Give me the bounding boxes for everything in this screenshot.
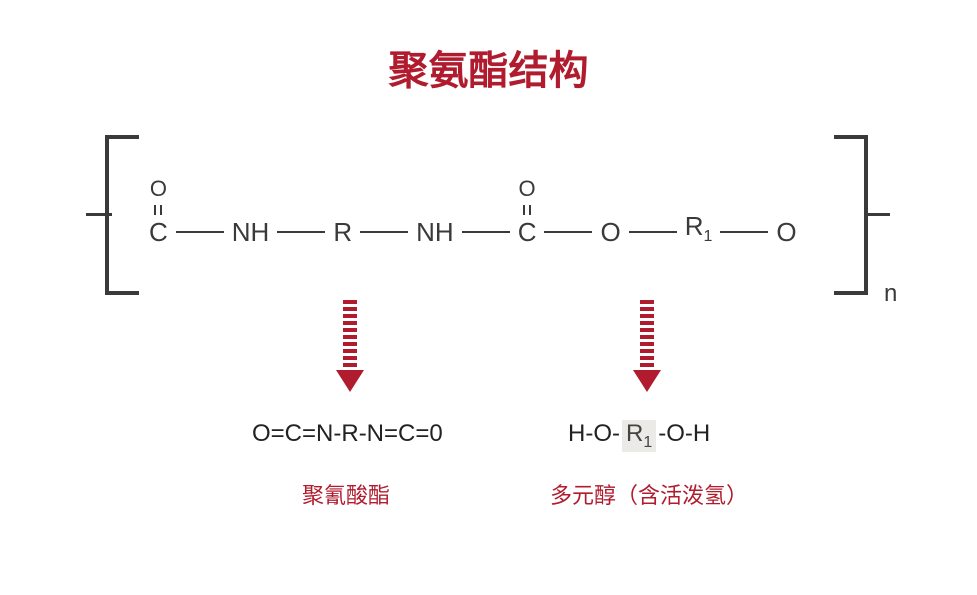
chain-fragment: NH — [416, 175, 454, 245]
polymer-chain: OC NH R NH OC O R1 O — [149, 175, 797, 245]
bond-line — [168, 175, 232, 245]
diagram-title: 聚氨酯结构 — [389, 38, 589, 96]
chain-fragment: OC — [149, 175, 168, 245]
chain-fragment: R — [333, 175, 352, 245]
bond-line — [621, 175, 685, 245]
formula-polyol: H-O-R1-O-H — [568, 420, 710, 452]
bond-line — [352, 175, 416, 245]
bracket-tail-right — [864, 213, 890, 216]
repeat-subscript-n: n — [884, 280, 897, 308]
bond-line — [454, 175, 518, 245]
arrow-down-left — [343, 300, 357, 392]
caption-polyol: 多元醇（含活泼氢） — [550, 478, 748, 510]
bond-line — [712, 175, 776, 245]
bracket-left — [105, 135, 139, 295]
chain-fragment: NH — [232, 175, 270, 245]
chain-fragment: OC — [518, 175, 537, 245]
caption-isocyanate: 聚氰酸酯 — [302, 478, 390, 510]
chain-fragment: R1 — [685, 175, 713, 245]
bracket-right — [834, 135, 868, 295]
bond-line — [536, 175, 600, 245]
arrow-down-right — [640, 300, 654, 392]
formula-isocyanate: O=C=N-R-N=C=0 — [252, 420, 443, 448]
chain-fragment: O — [776, 175, 796, 245]
bond-line — [269, 175, 333, 245]
chain-fragment: O — [600, 175, 620, 245]
